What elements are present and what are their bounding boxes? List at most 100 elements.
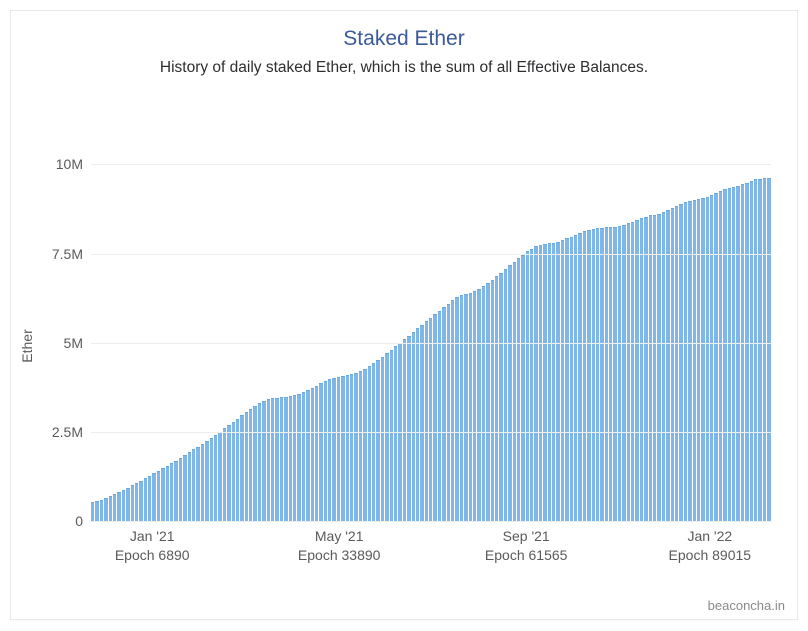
bar [394,346,397,521]
bar [346,375,349,521]
bar [161,468,164,521]
bar [205,441,208,521]
bar [548,243,551,521]
bar [767,178,770,521]
bar [267,399,270,521]
bar [662,212,665,521]
bar [596,228,599,521]
bar [754,179,757,521]
bar [126,488,129,522]
bar [495,276,498,521]
chart-subtitle: History of daily staked Ether, which is … [11,59,797,77]
y-tick-label: 7.5M [52,246,91,262]
bar [697,199,700,521]
bar [679,204,682,521]
bar [763,178,766,521]
bar [109,496,112,521]
bar [666,210,669,521]
bar [693,200,696,521]
attribution-label: beaconcha.in [708,598,785,613]
bar [447,304,450,521]
bar [543,244,546,521]
bar [350,374,353,521]
bar [425,321,428,521]
y-axis-label: Ether [19,329,35,362]
bar [328,379,331,521]
bar [420,325,423,521]
bar [530,249,533,521]
bar [710,195,713,521]
bar [517,258,520,521]
bar [592,229,595,521]
x-tick-label: Jan '21Epoch 6890 [115,521,190,565]
bar [390,350,393,521]
plot-area: 02.5M5M7.5M10MJan '21Epoch 6890May '21Ep… [91,111,771,521]
bar [442,307,445,521]
bar [644,217,647,521]
bar [561,240,564,521]
bar [521,255,524,521]
bar [570,237,573,522]
x-tick-label: Jan '22Epoch 89015 [669,521,752,565]
bar [253,406,256,521]
bar [455,297,458,521]
bar [618,226,621,521]
bar [407,336,410,521]
bar [275,398,278,521]
bar [741,184,744,521]
bar [245,412,248,521]
bar [100,500,103,521]
bar [491,280,494,521]
y-tick-label: 5M [64,335,91,351]
bar [600,228,603,521]
bar [359,371,362,521]
bar [302,392,305,521]
chart-title: Staked Ether [11,27,797,51]
bar [412,332,415,521]
bar [758,179,761,521]
chart-area: Ether 02.5M5M7.5M10MJan '21Epoch 6890May… [31,111,779,581]
bar [627,223,630,521]
bar [482,286,485,521]
bar [381,357,384,521]
bar [534,246,537,521]
gridline-h [91,254,771,255]
bar [429,318,432,521]
bar [460,295,463,521]
bar [170,463,173,521]
bar [341,376,344,521]
bar [671,208,674,521]
bar [451,300,454,521]
bar [306,390,309,521]
bar [750,181,753,521]
bar [144,478,147,521]
bar [232,422,235,521]
bar [293,395,296,521]
bar [649,215,652,521]
bar [249,409,252,521]
bar [631,222,634,521]
bar [556,242,559,522]
bar [113,494,116,521]
bar [736,186,739,521]
bar [135,483,138,521]
bar [262,401,265,521]
bar [745,183,748,521]
bar [508,265,511,521]
bar [218,432,221,521]
bar [574,235,577,521]
gridline-h [91,432,771,433]
bar [122,490,125,521]
bar [315,386,318,521]
bar [148,476,151,521]
bar [728,188,731,521]
bar [91,502,94,521]
bar [319,383,322,521]
bar [236,419,239,521]
bar [473,291,476,521]
bar [499,273,502,521]
bar [513,262,516,521]
bar [152,473,155,521]
bar [613,227,616,521]
bar [504,269,507,521]
